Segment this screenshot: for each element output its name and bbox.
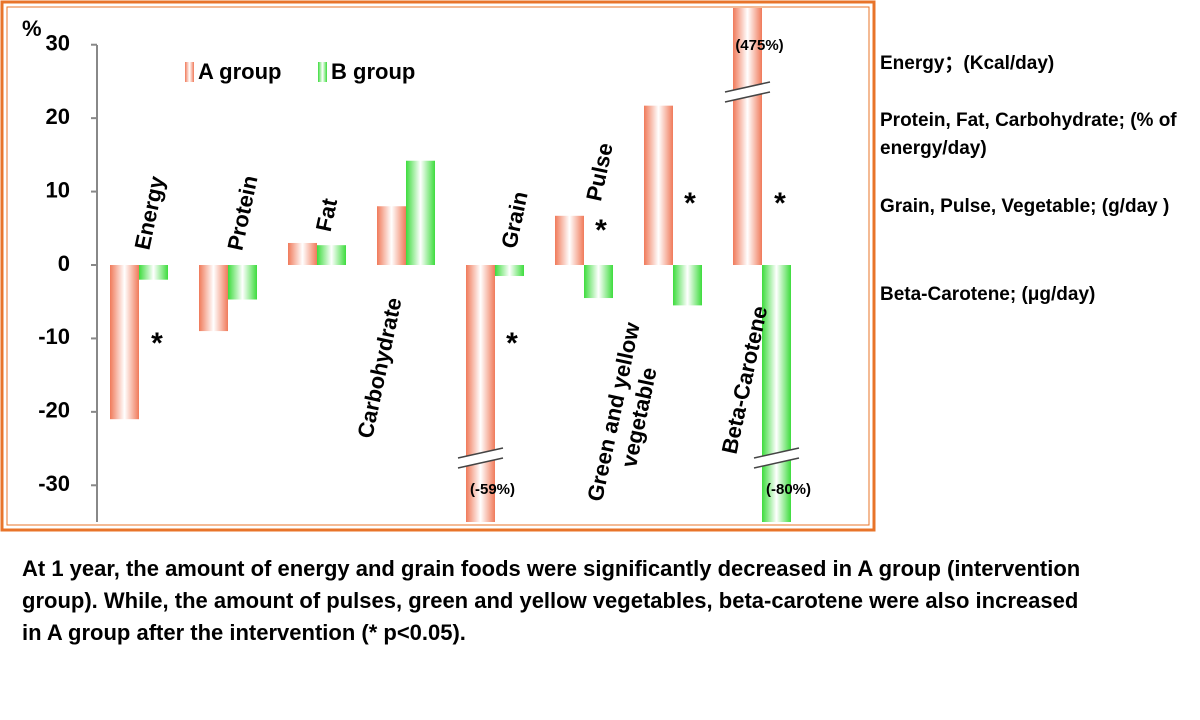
bar [288,242,317,265]
axis-break-line [457,447,504,459]
legend-label: A group [198,59,282,84]
significance-mark: * [506,327,518,360]
y-tick-label: -10 [38,324,70,349]
significance-mark: * [684,187,696,220]
bar [555,215,584,265]
significance-mark: * [595,214,607,247]
frame-inner [6,6,870,526]
value-label: (-59%) [470,481,515,498]
chart: % -30 -20 -10 0 10 20 30 (-59%) (475%) (-80%) * * * *… [0,0,876,532]
y-unit: % [22,16,42,41]
note: Protein, Fat, Carbohydrate; (% of energy… [880,110,1177,159]
axis-break-line [753,447,800,459]
axis-break-line [753,457,800,469]
y-tick-label: -30 [38,471,70,496]
note: Grain, Pulse, Vegetable; (g/day ) [880,196,1170,217]
axis-break [754,448,799,468]
note: Energy；(Kcal/day) [880,53,1055,74]
bar [495,265,524,277]
bar [317,245,346,265]
y-tick-label: -20 [38,398,70,423]
value-label: (-80%) [766,481,811,498]
bar [110,265,139,420]
axis-break-line [724,81,771,93]
plot [110,8,791,522]
note: Beta-Carotene; (μg/day) [880,284,1096,305]
frame [0,0,876,532]
significance-mark: * [151,327,163,360]
axis-break-line [724,91,771,103]
bar [644,105,673,265]
bar [377,206,406,265]
legend-swatch [185,62,194,82]
caption: At 1 year, the amount of energy and grai… [22,556,1081,645]
bar [733,8,762,265]
bar [406,160,435,265]
y-tick-label: 10 [46,177,70,202]
y-tick-label: 20 [46,104,70,129]
significance-mark: * [774,187,786,220]
y-tick-label: 0 [58,251,70,276]
bar [673,265,702,306]
bar [139,265,168,280]
bar [228,265,257,300]
axis-break [458,448,503,468]
value-label: (475%) [735,37,783,54]
bar [584,265,613,299]
legend-label: B group [331,59,415,84]
bar [199,265,228,332]
bar [466,265,495,522]
bar [762,265,791,522]
legend-swatch [318,62,327,82]
axis-break-line [457,457,504,469]
y-tick-label: 30 [46,31,70,56]
axis-break [725,82,770,102]
